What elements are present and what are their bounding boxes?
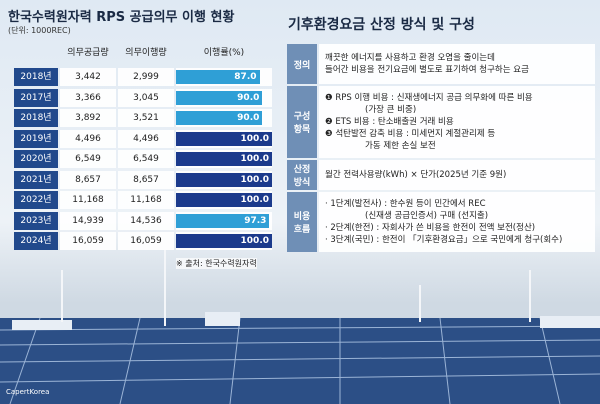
rate-bar — [176, 111, 263, 125]
supply-cell: 16,059 — [60, 232, 116, 250]
year-cell: 2021년 — [14, 170, 58, 189]
year-cell: 2024년 — [14, 232, 58, 250]
unit: (단위: 1000REC) — [8, 26, 71, 35]
year-cell: 2019년 — [14, 129, 58, 148]
year-cell: 2023년 — [14, 211, 58, 230]
supply-cell: 3,892 — [60, 109, 116, 127]
row-label-line: 구성 — [293, 112, 311, 122]
row-content: · 1단계(발전사) : 한수원 등이 민간에서 REC (신재생 공급인증서) … — [319, 192, 595, 252]
done-cell: 14,536 — [118, 211, 174, 230]
row-label-line: 흐름 — [293, 225, 311, 235]
rate-bar — [176, 90, 263, 105]
rate-label: 87.0 — [234, 72, 257, 82]
right-title: 기후환경요금 산정 방식 및 구성 — [288, 17, 475, 33]
year-cell: 2017년 — [14, 88, 58, 107]
content-line: · 3단계(국민) : 한전이 「기후환경요금」으로 국민에게 청구(회수) — [325, 235, 563, 245]
rate-bar — [176, 213, 270, 228]
done-cell: 16,059 — [118, 232, 174, 250]
year-cell: 2018년 — [14, 68, 58, 86]
supply-cell: 3,442 — [60, 68, 116, 86]
row-label-line: 정의 — [293, 60, 311, 71]
row-content: ❶ RPS 이행 비용 : 신재생에너지 공급 의무화에 따른 비용 (가장 큰 … — [319, 86, 595, 158]
rate-bar — [176, 172, 272, 187]
rate-bar — [176, 131, 272, 146]
content-line: 가동 제한 손실 보전 — [365, 141, 436, 151]
credit: CapertKorea — [6, 388, 50, 396]
content-line: 월간 전력사용량(kWh) × 단가(2025년 기준 9원) — [325, 170, 507, 180]
column-header: 이행률(%) — [203, 48, 245, 58]
rate-label: 100.0 — [240, 154, 269, 164]
row-content: 월간 전력사용량(kWh) × 단가(2025년 기준 9원) — [319, 160, 595, 190]
content-line: ❷ ETS 비용 : 탄소배출권 거래 비용 — [325, 117, 454, 127]
done-cell: 2,999 — [118, 68, 174, 86]
done-cell: 8,657 — [118, 170, 174, 189]
column-header: 의무이행량 — [125, 48, 167, 58]
supply-cell: 3,366 — [60, 88, 116, 107]
rate-label: 100.0 — [240, 236, 269, 246]
content-line: (가장 큰 비중) — [365, 105, 417, 115]
rate-label: 100.0 — [240, 133, 269, 144]
row-label-line: 산정 — [293, 165, 311, 175]
row-label-line: 비용 — [293, 212, 311, 222]
content-line: ❶ RPS 이행 비용 : 신재생에너지 공급 의무화에 따른 비용 — [325, 93, 533, 103]
rate-label: 90.0 — [237, 92, 260, 103]
supply-cell: 14,939 — [60, 211, 116, 230]
column-header: 의무공급량 — [67, 48, 109, 58]
supply-cell: 4,496 — [60, 129, 116, 148]
content-line: (신재생 공급인증서) 구매 (선지출) — [365, 211, 489, 221]
rate-bar — [176, 70, 260, 84]
rate-label: 97.3 — [244, 215, 267, 226]
done-cell: 3,045 — [118, 88, 174, 107]
source: ※ 출처: 한국수력원자력 — [176, 258, 257, 269]
rate-label: 100.0 — [240, 195, 269, 205]
supply-cell: 11,168 — [60, 191, 116, 209]
rate-bar — [176, 193, 272, 207]
row-label-line: 항목 — [293, 125, 311, 135]
content-line: 깨끗한 에너지를 사용하고 환경 오염을 줄이는데 — [325, 53, 495, 63]
supply-cell: 8,657 — [60, 170, 116, 189]
done-cell: 11,168 — [118, 191, 174, 209]
rate-bar — [176, 152, 272, 166]
left-title: 한국수력원자력 RPS 공급의무 이행 현황 — [8, 10, 235, 25]
content-line: ❸ 석탄발전 감축 비용 : 미세먼지 계절관리제 등 — [325, 129, 496, 139]
year-cell: 2022년 — [14, 191, 58, 209]
row-label-line: 방식 — [293, 178, 311, 188]
content-line: · 2단계(한전) : 자회사가 쓴 비용을 한전이 전액 보전(정산) — [325, 223, 536, 233]
year-cell: 2020년 — [14, 150, 58, 168]
content-line: · 1단계(발전사) : 한수원 등이 민간에서 REC — [325, 199, 486, 209]
rate-label: 100.0 — [240, 174, 269, 185]
content-line: 들어간 비용을 전기요금에 별도로 표기하여 청구하는 요금 — [325, 65, 529, 75]
done-cell: 4,496 — [118, 129, 174, 148]
supply-cell: 6,549 — [60, 150, 116, 168]
rate-bar — [176, 234, 272, 248]
row-label: 정의 — [287, 44, 317, 84]
rate-label: 90.0 — [237, 113, 260, 123]
done-cell: 3,521 — [118, 109, 174, 127]
year-cell: 2018년 — [14, 109, 58, 127]
done-cell: 6,549 — [118, 150, 174, 168]
